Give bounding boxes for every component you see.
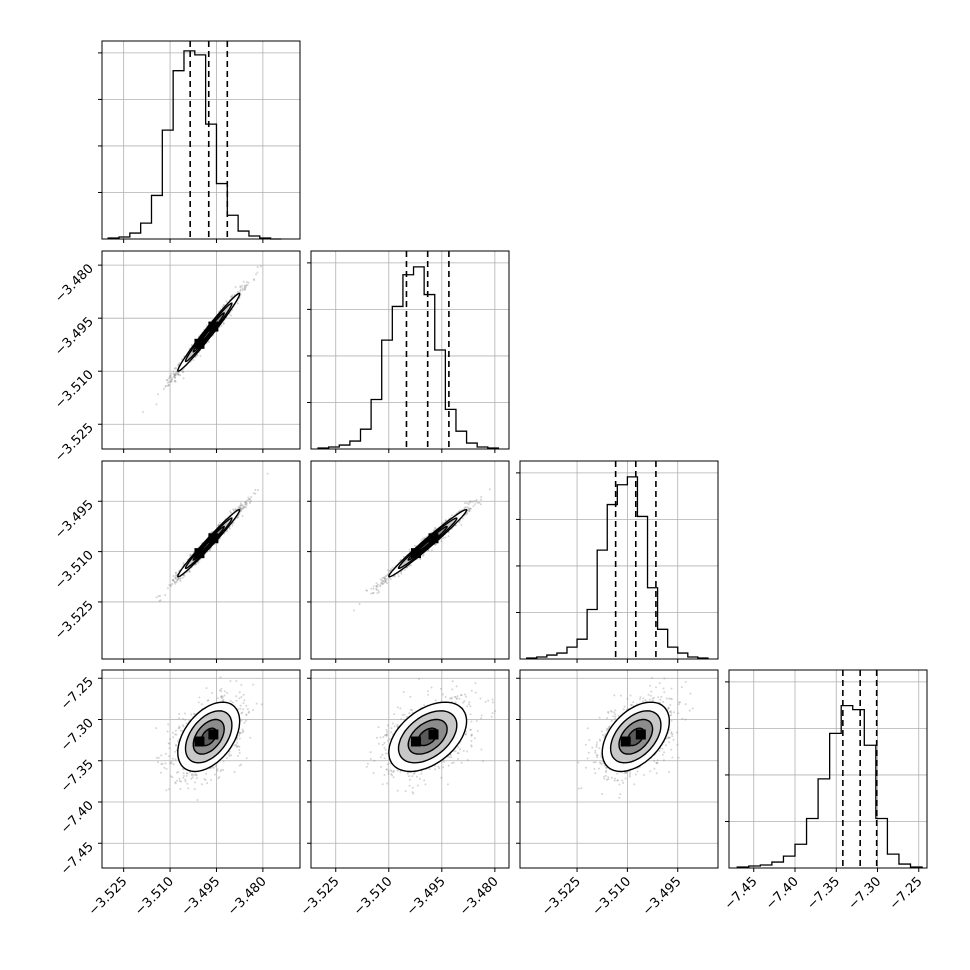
x-tick-label: −7.45 (722, 874, 761, 913)
x-tick-label: −3.495 (640, 874, 685, 919)
histogram-panel-3 (516, 460, 719, 663)
y-tick-label: −3.495 (52, 497, 97, 542)
histogram-step-line (526, 476, 709, 659)
scatter-panel-r1-c0 (98, 250, 301, 453)
x-tick-label: −7.40 (763, 874, 802, 913)
hist-frame (310, 250, 510, 450)
histogram-panel-2 (307, 250, 510, 453)
scatter-points (155, 676, 263, 801)
x-tick-label: −7.25 (887, 874, 926, 913)
scatter-points (353, 488, 491, 612)
density-peak (208, 321, 219, 332)
x-tick-label: −3.525 (298, 874, 343, 919)
y-tick-label: −3.480 (52, 261, 97, 306)
x-tick-label: −3.495 (179, 874, 224, 919)
density-peak (428, 533, 439, 544)
histogram-panel-4 (725, 669, 928, 872)
x-tick-label: −3.525 (86, 874, 131, 919)
scatter-panel-r3-c2 (516, 669, 719, 872)
density-peak (194, 736, 205, 747)
x-tick-label: −3.510 (590, 874, 635, 919)
scatter-points (142, 265, 262, 413)
scatter-panel-r3-c1 (307, 669, 510, 872)
panel-frame (310, 669, 510, 869)
y-tick-label: −7.25 (58, 674, 97, 713)
scatter-panel-r3-c0 (98, 669, 301, 872)
x-tick-label: −3.495 (404, 874, 449, 919)
density-peak (194, 338, 205, 349)
x-tick-label: −3.480 (225, 874, 270, 919)
y-tick-label: −7.35 (58, 757, 97, 796)
y-tick-label: −7.30 (58, 716, 97, 755)
histogram-step-line (107, 50, 282, 240)
panel-frame (519, 669, 719, 869)
panel-frame (101, 669, 301, 869)
x-tick-label: −7.35 (804, 874, 843, 913)
y-tick-label: −3.525 (52, 598, 97, 643)
density-peak (635, 729, 646, 740)
density-peak (411, 548, 422, 559)
hist-frame (728, 669, 928, 869)
histogram-step-line (317, 266, 500, 449)
density-peak (194, 548, 205, 559)
x-tick-label: −3.525 (539, 874, 584, 919)
density-peak (428, 729, 439, 740)
density-peak (620, 736, 631, 747)
panel-frame (101, 250, 301, 450)
y-tick-label: −7.45 (58, 839, 97, 878)
density-peak (208, 533, 219, 544)
scatter-points (365, 677, 496, 795)
scatter-panel-r2-c0 (98, 460, 301, 663)
x-tick-label: −3.510 (132, 874, 177, 919)
y-tick-label: −3.525 (52, 420, 97, 465)
histogram-panel-1 (98, 40, 301, 243)
hist-frame (519, 460, 719, 660)
x-tick-label: −7.30 (846, 874, 885, 913)
panel-frame (101, 460, 301, 660)
hist-frame (101, 40, 301, 240)
density-peak (208, 729, 219, 740)
panel-frame (310, 460, 510, 660)
y-tick-label: −3.495 (52, 314, 97, 359)
y-tick-label: −3.510 (52, 367, 97, 412)
x-tick-label: −3.510 (351, 874, 396, 919)
x-tick-label: −3.480 (457, 874, 502, 919)
density-peak (411, 736, 422, 747)
scatter-points (577, 677, 694, 799)
histogram-step-line (736, 704, 923, 868)
scatter-panel-r2-c1 (307, 460, 510, 663)
y-tick-label: −3.510 (52, 548, 97, 593)
y-tick-label: −7.40 (58, 798, 97, 837)
scatter-points (155, 472, 269, 602)
